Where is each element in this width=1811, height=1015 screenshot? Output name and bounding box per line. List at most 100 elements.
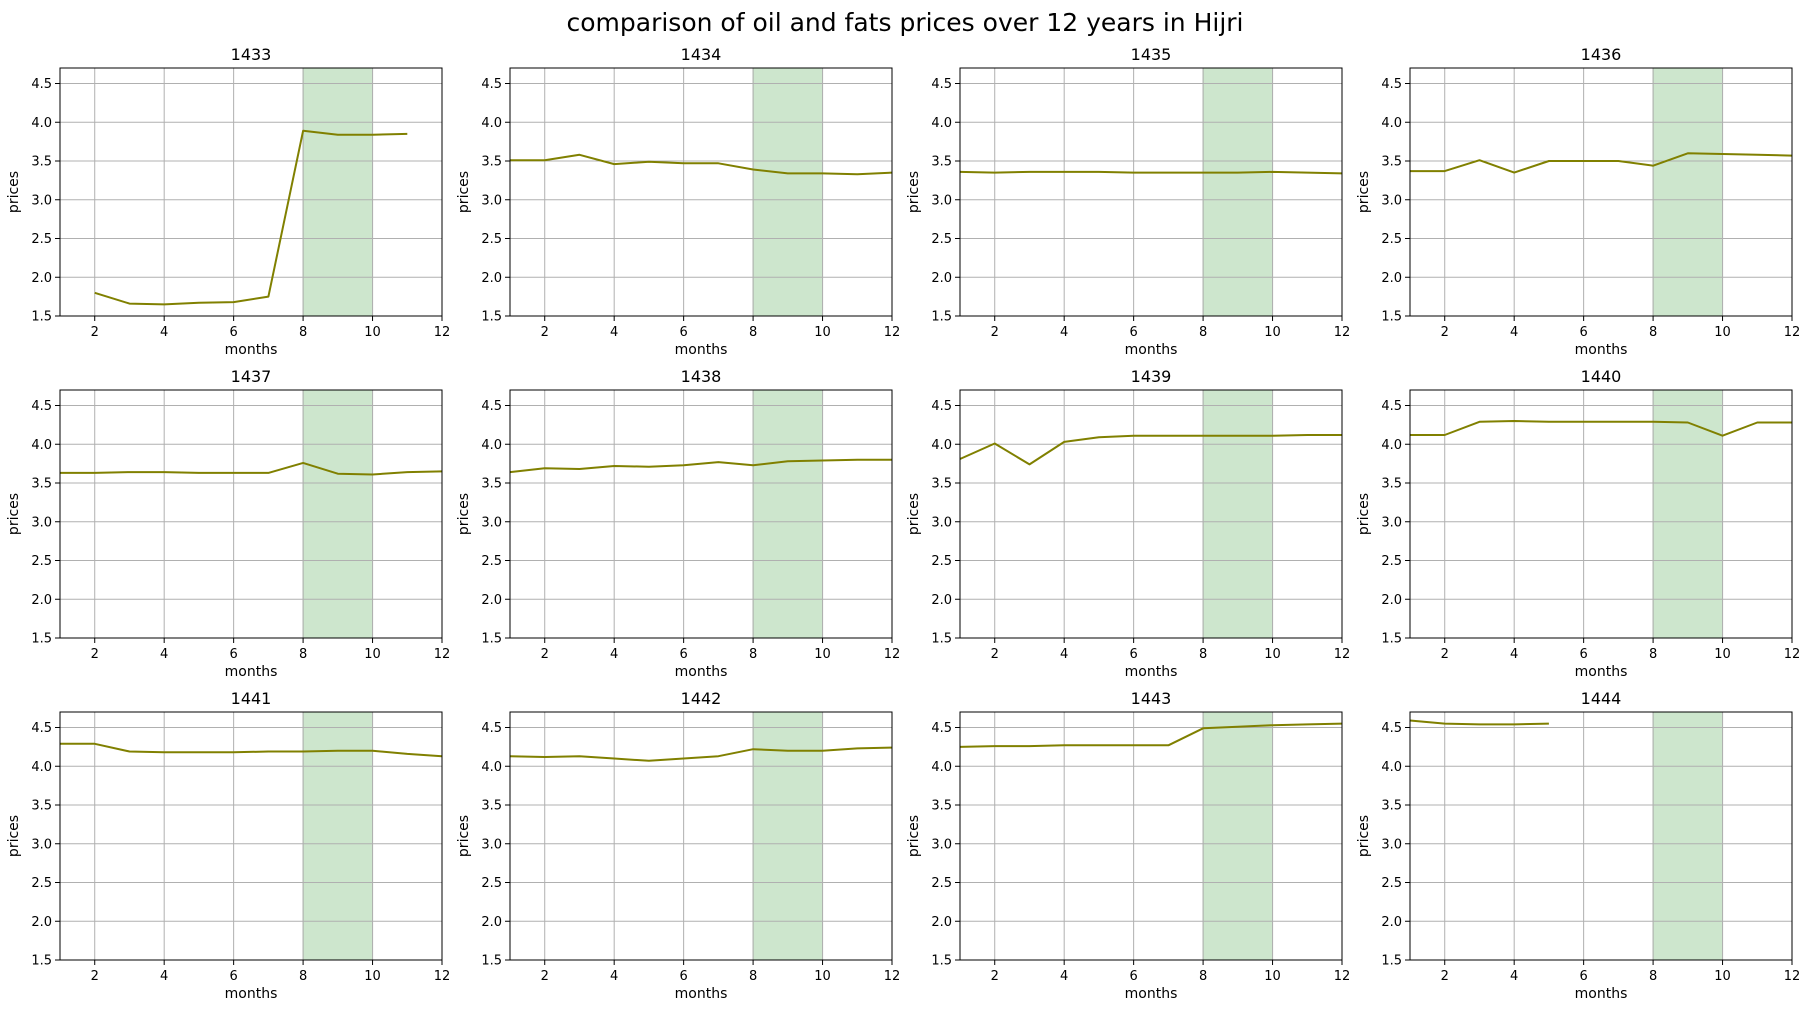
y-tick-label: 3.5 [1381, 799, 1402, 814]
x-tick-label: 4 [610, 325, 618, 340]
y-axis-label: prices [6, 171, 22, 213]
y-tick-label: 1.5 [931, 954, 952, 969]
x-axis-label: months [225, 342, 278, 358]
plot-area [960, 390, 1342, 638]
plot-area [60, 390, 442, 638]
x-tick-label: 10 [1714, 969, 1731, 984]
y-tick-label: 2.5 [31, 554, 52, 569]
y-tick-label: 2.0 [931, 271, 952, 286]
subplot-title: 1439 [1131, 367, 1172, 386]
y-tick-label: 3.5 [481, 799, 502, 814]
price-line [1410, 152, 1793, 174]
y-tick-label: 4.0 [931, 116, 952, 131]
y-tick-label: 3.5 [931, 477, 952, 492]
y-axis-label: prices [456, 493, 472, 535]
axes-frame [959, 67, 1343, 317]
x-tick-label: 10 [364, 969, 381, 984]
y-tick-label: 2.0 [481, 271, 502, 286]
x-tick-label: 12 [1784, 969, 1801, 984]
plot-area [60, 712, 442, 960]
plot-area [60, 68, 442, 316]
y-tick-label: 3.5 [31, 155, 52, 170]
price-line [94, 129, 408, 306]
subplot-title: 1435 [1131, 45, 1172, 64]
highlight-band [752, 711, 824, 961]
y-tick-label: 3.0 [481, 193, 502, 208]
x-tick-label: 8 [749, 325, 757, 340]
plot-area [1410, 68, 1792, 316]
x-tick-label: 6 [679, 325, 687, 340]
subplot-1439: 2 4 6 8 10 12 1.5 2.0 2.5 3.0 3.5 4.0 4.5 1439 months p… [906, 367, 1350, 680]
x-tick-label: 2 [991, 969, 999, 984]
y-tick-label: 3.0 [1381, 837, 1402, 852]
y-tick-label: 3.0 [931, 837, 952, 852]
y-axis-label: prices [6, 815, 22, 857]
plot-area [510, 712, 892, 960]
y-tick-label: 4.0 [481, 116, 502, 131]
x-tick-label: 2 [1441, 325, 1449, 340]
x-tick-label: 12 [1334, 647, 1351, 662]
y-tick-label: 4.5 [931, 399, 952, 414]
x-tick-label: 8 [1199, 647, 1207, 662]
subplot-1440: 2 4 6 8 10 12 1.5 2.0 2.5 3.0 3.5 4.0 4.5 1440 months p… [1356, 367, 1800, 680]
axes-frame [509, 389, 893, 639]
y-tick-label: 2.5 [31, 876, 52, 891]
x-tick-label: 2 [91, 969, 99, 984]
y-axis-label: prices [1356, 493, 1372, 535]
y-tick-label: 2.0 [31, 271, 52, 286]
subplot-grid: 2 4 6 8 10 12 1.5 2.0 2.5 3.0 3.5 4.0 4.5 1433 months p… [6, 45, 1800, 1002]
subplot-1436: 2 4 6 8 10 12 1.5 2.0 2.5 3.0 3.5 4.0 4.5 1436 months p… [1356, 45, 1800, 358]
highlight-band [1202, 67, 1274, 317]
x-tick-label: 10 [364, 647, 381, 662]
y-axis-label: prices [456, 171, 472, 213]
x-tick-label: 4 [1060, 325, 1068, 340]
y-tick-label: 1.5 [481, 310, 502, 325]
y-tick-label: 2.0 [1381, 271, 1402, 286]
x-tick-label: 6 [1579, 325, 1587, 340]
plot-area [1410, 390, 1792, 638]
y-tick-label: 2.0 [481, 915, 502, 930]
y-tick-label: 3.5 [1381, 155, 1402, 170]
price-line [959, 170, 1343, 175]
plot-area [510, 390, 892, 638]
y-tick-label: 3.0 [481, 515, 502, 530]
x-tick-label: 8 [299, 647, 307, 662]
x-tick-label: 12 [884, 325, 901, 340]
subplot-title: 1444 [1581, 689, 1622, 708]
subplot-title: 1440 [1581, 367, 1622, 386]
highlight-band [1652, 711, 1724, 961]
y-tick-label: 2.5 [1381, 232, 1402, 247]
highlight-band [302, 67, 374, 317]
x-tick-label: 4 [1510, 325, 1518, 340]
y-tick-label: 4.0 [931, 438, 952, 453]
y-tick-label: 3.5 [931, 799, 952, 814]
y-tick-label: 2.0 [1381, 915, 1402, 930]
x-tick-label: 10 [1264, 647, 1281, 662]
price-line [1410, 420, 1792, 437]
y-tick-label: 1.5 [481, 954, 502, 969]
x-axis-label: months [1575, 664, 1628, 680]
x-tick-label: 8 [1649, 969, 1657, 984]
y-tick-label: 3.0 [31, 193, 52, 208]
x-tick-label: 8 [1199, 969, 1207, 984]
y-tick-label: 4.0 [31, 438, 52, 453]
x-tick-label: 12 [884, 647, 901, 662]
y-tick-label: 2.0 [481, 593, 502, 608]
y-tick-label: 2.5 [1381, 876, 1402, 891]
x-tick-label: 8 [1199, 325, 1207, 340]
x-tick-label: 12 [434, 647, 451, 662]
x-tick-label: 2 [91, 647, 99, 662]
x-tick-label: 2 [991, 647, 999, 662]
x-tick-label: 10 [1714, 647, 1731, 662]
x-tick-label: 2 [1441, 647, 1449, 662]
y-tick-label: 2.5 [481, 232, 502, 247]
highlight-band [302, 389, 374, 639]
y-tick-label: 2.5 [1381, 554, 1402, 569]
subplot-title: 1433 [231, 45, 272, 64]
plot-area [510, 68, 892, 316]
axes-frame [59, 389, 443, 639]
y-tick-label: 4.5 [481, 399, 502, 414]
y-tick-label: 3.0 [481, 837, 502, 852]
x-tick-label: 8 [299, 325, 307, 340]
y-tick-label: 2.0 [931, 915, 952, 930]
